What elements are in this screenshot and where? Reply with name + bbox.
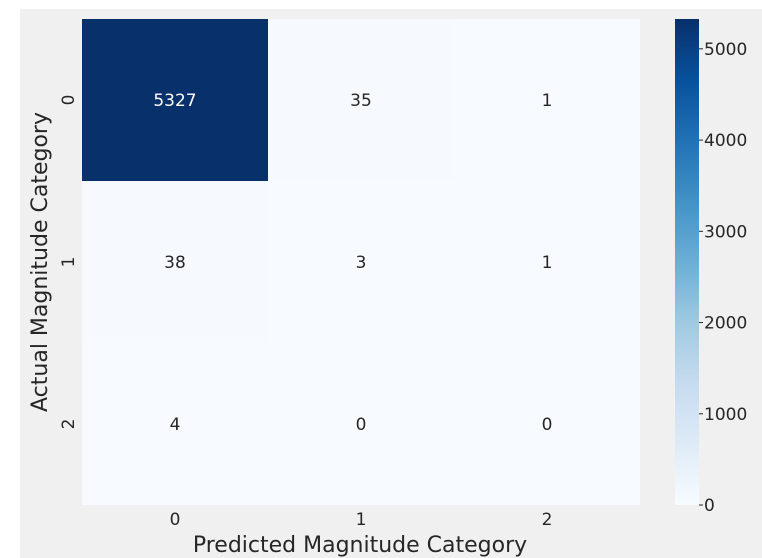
colorbar-tick-label: 3000 <box>704 222 747 242</box>
colorbar-tick-label: 4000 <box>704 131 747 151</box>
colorbar-tick-label: 1000 <box>704 405 747 425</box>
heatmap-cell <box>268 343 454 505</box>
colorbar <box>675 19 699 505</box>
colorbar-ticks: 0 1000 2000 3000 4000 5000 <box>699 40 747 516</box>
heatmap-cell <box>82 19 268 181</box>
heatmap-cell <box>454 19 640 181</box>
x-tick-label: 2 <box>542 510 553 530</box>
cell-value-label: 0 <box>542 415 553 435</box>
cell-value-label: 3 <box>356 253 367 273</box>
x-axis-label: Predicted Magnitude Category <box>193 533 527 558</box>
y-axis-label: Actual Magnitude Category <box>28 112 53 412</box>
heatmap-cell <box>82 181 268 343</box>
x-tick-label: 1 <box>356 510 367 530</box>
cell-value-label: 38 <box>164 253 186 273</box>
cell-value-label: 5327 <box>153 91 196 111</box>
colorbar-tick-label: 2000 <box>704 314 747 334</box>
cell-labels: 5327 35 1 38 3 1 4 0 0 <box>153 91 552 435</box>
heatmap-cell <box>454 343 640 505</box>
y-axis-ticks: 0 1 2 <box>59 95 79 430</box>
x-tick-label: 0 <box>170 510 181 530</box>
cell-value-label: 4 <box>170 415 181 435</box>
heatmap-cell <box>268 19 454 181</box>
cell-value-label: 1 <box>542 253 553 273</box>
heatmap-cell <box>268 181 454 343</box>
cell-value-label: 1 <box>542 91 553 111</box>
colorbar-tick-label: 0 <box>704 496 715 516</box>
heatmap-cells <box>82 19 640 505</box>
heatmap-cell <box>82 343 268 505</box>
y-tick-label: 0 <box>59 95 79 106</box>
cell-value-label: 0 <box>356 415 367 435</box>
heatmap-cell <box>454 181 640 343</box>
y-tick-label: 2 <box>59 419 79 430</box>
colorbar-tick-label: 5000 <box>704 40 747 60</box>
cell-value-label: 35 <box>350 91 372 111</box>
y-tick-label: 1 <box>59 257 79 268</box>
x-axis-ticks: 0 1 2 <box>170 510 553 530</box>
